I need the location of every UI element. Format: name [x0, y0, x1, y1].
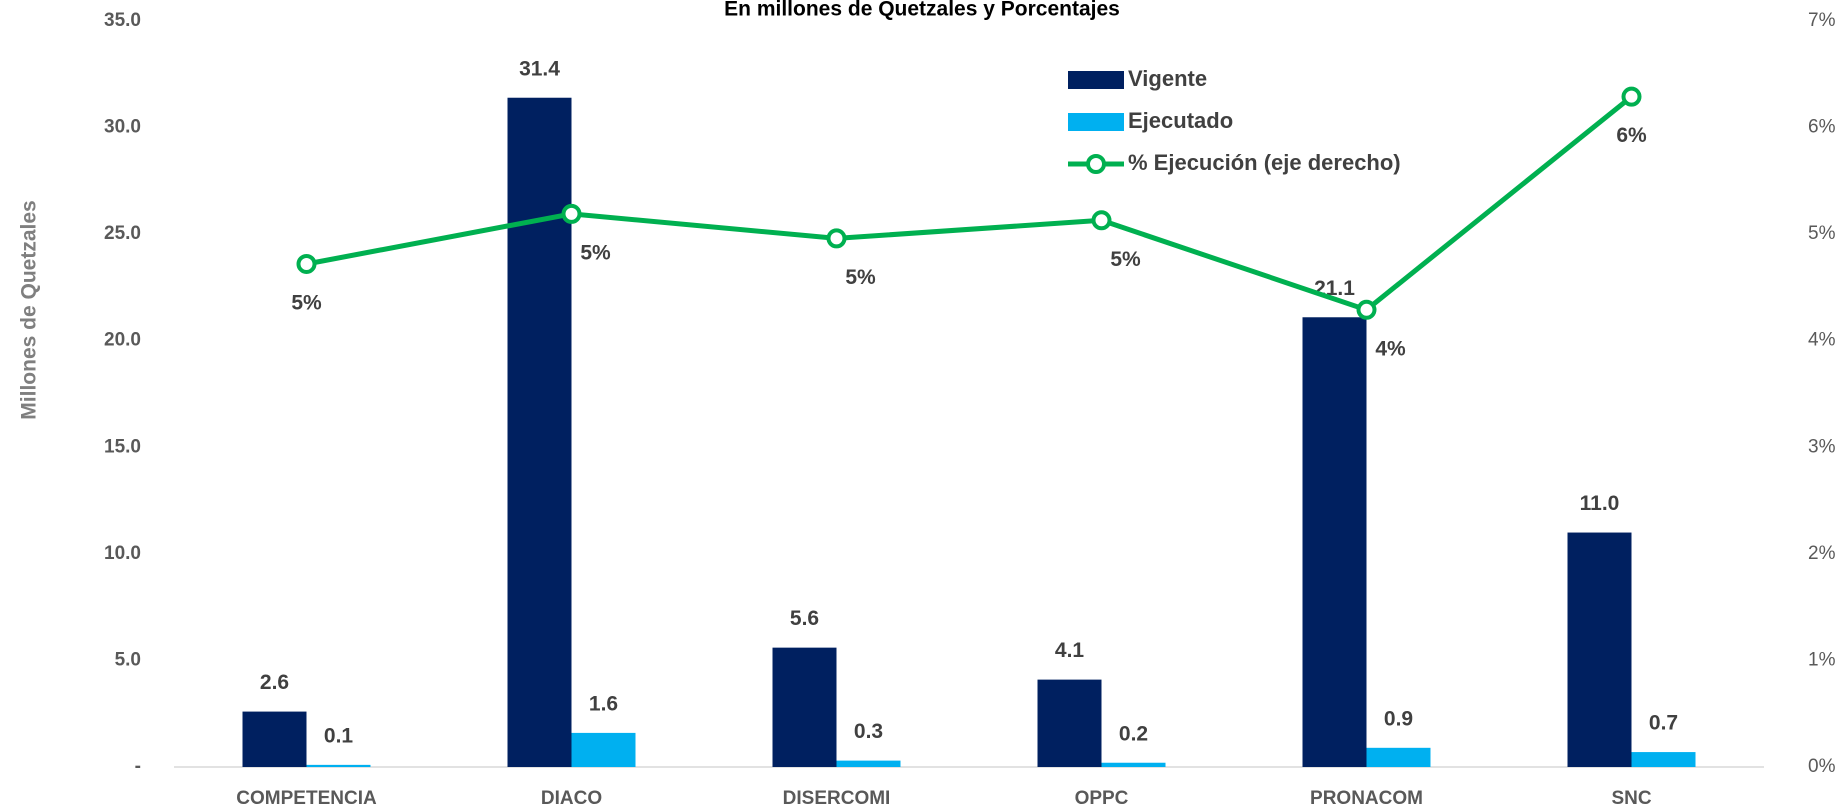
bar: [1631, 752, 1696, 767]
x-tick-label: SNC: [1611, 788, 1651, 809]
bar: [1366, 747, 1431, 767]
data-label: 0.9: [1384, 707, 1413, 730]
data-label: 2.6: [260, 671, 289, 694]
y2-tick-label: 4%: [1808, 330, 1836, 351]
legend-label: Vigente: [1128, 66, 1207, 91]
data-label: 0.2: [1119, 722, 1148, 745]
data-label: 1.6: [589, 692, 618, 715]
x-tick-label: DIACO: [541, 788, 602, 809]
y2-tick-label: 7%: [1808, 10, 1836, 31]
bar: [836, 760, 901, 767]
y2-tick-label: 2%: [1808, 543, 1836, 564]
y-tick-label: 35.0: [104, 10, 141, 31]
y-axis-label: Millones de Quetzales: [18, 200, 41, 419]
legend-swatch: [1068, 71, 1124, 89]
data-label: 4%: [1375, 337, 1406, 360]
chart-title: En millones de Quetzales y Porcentajes: [724, 0, 1120, 21]
bar: [242, 711, 307, 767]
x-tick-label: PRONACOM: [1310, 788, 1423, 809]
x-tick-label: DISERCOMI: [783, 788, 891, 809]
data-label: 5%: [580, 241, 611, 264]
data-label: 11.0: [1580, 492, 1620, 515]
y-tick-label: 5.0: [115, 649, 141, 670]
data-label: 31.4: [519, 57, 560, 80]
bar: [772, 647, 837, 767]
x-tick-label: COMPETENCIA: [236, 788, 377, 809]
line: [306, 94, 1634, 313]
line-marker: [561, 203, 582, 224]
legend-label: % Ejecución (eje derecho): [1128, 150, 1401, 175]
bar: [1037, 679, 1102, 767]
bar: [1101, 762, 1166, 767]
legend-label: Ejecutado: [1128, 108, 1233, 133]
y-tick-label: -: [135, 756, 141, 777]
y-tick-label: 30.0: [104, 117, 141, 138]
y-tick-label: 25.0: [104, 223, 141, 244]
y2-tick-label: 6%: [1808, 117, 1836, 138]
y-tick-label: 20.0: [104, 330, 141, 351]
legend-swatch: [1068, 113, 1124, 131]
line-marker: [296, 253, 317, 274]
line-marker: [1091, 210, 1112, 231]
bar: [507, 97, 572, 767]
bar: [1567, 532, 1632, 767]
legend-swatch: [1086, 154, 1106, 174]
y-tick-label: 10.0: [104, 543, 141, 564]
data-label: 0.7: [1649, 712, 1678, 735]
data-label: 5.6: [790, 607, 819, 630]
y-tick-label: 15.0: [104, 436, 141, 457]
bar: [571, 732, 636, 767]
data-label: 0.3: [854, 720, 883, 743]
y2-tick-label: 3%: [1808, 436, 1836, 457]
data-label: 5%: [1110, 248, 1141, 271]
data-label: 6%: [1616, 124, 1647, 147]
y2-tick-label: 5%: [1808, 223, 1836, 244]
data-label: 5%: [291, 292, 322, 315]
data-label: 5%: [845, 266, 876, 289]
line-marker: [826, 228, 847, 249]
x-tick-label: OPPC: [1075, 788, 1129, 809]
data-label: 0.1: [324, 724, 354, 747]
line-marker: [1356, 299, 1377, 320]
data-label: 4.1: [1055, 639, 1085, 662]
y2-tick-label: 0%: [1808, 756, 1836, 777]
line-marker: [1621, 86, 1642, 107]
y2-tick-label: 1%: [1808, 649, 1836, 670]
bar: [1302, 317, 1367, 767]
bar: [306, 764, 371, 767]
